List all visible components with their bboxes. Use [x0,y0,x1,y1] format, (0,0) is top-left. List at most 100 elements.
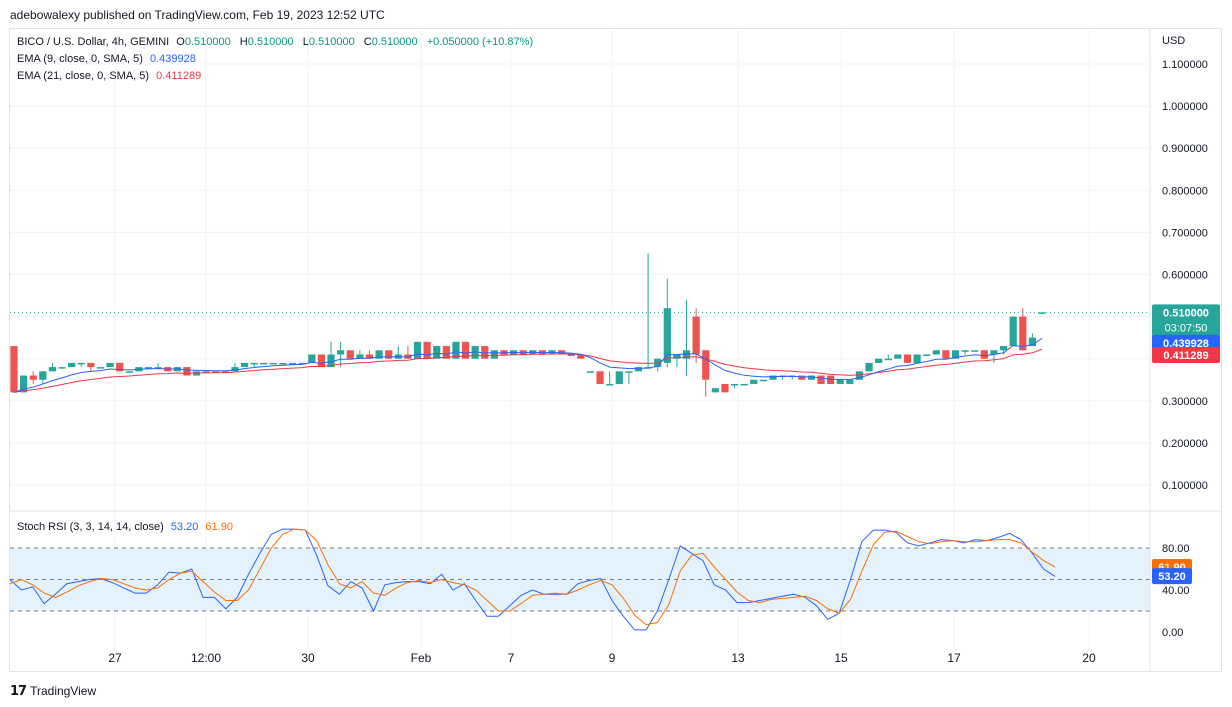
candle-body [116,362,124,372]
price-tick-label: 0.200000 [1162,438,1208,450]
candle-body [942,350,950,359]
time-tick-label: 30 [301,651,315,665]
price-pane [10,253,1150,397]
candle-body [865,362,873,372]
main-legend: BICO / U.S. Dollar, 4h, GEMINI O0.510000… [17,36,541,48]
time-tick-label: 12:00 [191,651,221,665]
candle-body [663,308,671,363]
candle-body [490,350,498,359]
candle-body [269,362,278,365]
candle-body [586,371,595,373]
candle-body [1028,337,1036,347]
price-tick-label: 0.800000 [1162,185,1208,197]
candle-body [173,367,181,372]
stoch-rsi-legend: Stoch RSI (3, 3, 14, 14, close) 53.20 61… [17,521,237,533]
time-tick-label: 9 [609,651,616,665]
price-tick-label: 0.300000 [1162,396,1208,408]
stoch-rsi-pane [9,528,1150,631]
last-price-badge: 0.510000 03:07:50 [1152,304,1220,337]
candle-body [106,362,114,368]
candle-body [606,383,614,386]
candle-body [961,350,969,352]
ema9-legend: EMA (9, close, 0, SMA, 5) 0.439928 [17,53,200,65]
tradingview-brand[interactable]: 𝟭𝟳 TradingView [10,683,96,699]
candle-body [634,367,643,372]
candle-body [596,371,604,384]
ema21-legend: EMA (21, close, 0, SMA, 5) 0.411289 [17,70,205,82]
change-value: +0.050000 (+10.87%) [426,36,534,48]
candle-body [10,346,18,393]
stoch-k-line [9,528,1056,631]
candle-body [240,362,249,368]
candle-body [327,354,335,368]
candle-body [317,354,326,368]
candle-body [221,371,229,373]
ema21-value: 0.411289 [156,70,202,82]
price-tick-label: 0.600000 [1162,270,1208,282]
candle-body [154,367,162,369]
candle-body [308,354,316,363]
candle-body [29,375,37,380]
chart-frame [9,28,1222,672]
candle-body [884,358,892,361]
rsi-tick-label: 40.00 [1162,585,1190,597]
tradingview-logo-icon: 𝟭𝟳 [10,683,27,698]
candle-body [615,371,623,384]
candle-body [87,362,95,368]
candle-body [212,371,220,373]
rsi-tick-label: 80.00 [1162,543,1190,555]
time-tick-label: 13 [731,651,745,665]
candle-body [413,341,422,359]
symbol-label: BICO / U.S. Dollar, 4h, GEMINI [17,36,170,48]
candle-body [48,367,57,372]
candle-body [951,350,960,359]
stoch-d-value: 61.90 [205,521,233,533]
candle-body [740,383,748,386]
stoch-rsi-label: Stoch RSI (3, 3, 14, 14, close) [17,521,164,533]
candle-body [375,350,383,359]
candle-body [279,362,287,365]
candle-body [894,354,902,359]
candle-body [125,371,133,373]
candle-body [365,354,374,359]
price-tick-label: 0.900000 [1162,143,1208,155]
candle-body [750,379,758,384]
candle-body [183,367,191,376]
ema21-label: EMA (21, close, 0, SMA, 5) [17,70,150,82]
last-price-badge-text: 0.510000 [1163,307,1209,319]
candle-body [461,341,470,359]
candle-body [144,367,153,369]
candle-body [692,316,700,355]
price-tick-label: 0.100000 [1162,480,1208,492]
candle-body [337,350,345,355]
candle-body [923,354,931,356]
candle-body [903,354,912,363]
candle-body [385,350,393,359]
candle-body [875,358,883,363]
high-value: 0.510000 [247,36,294,48]
candle-body [423,341,431,359]
candle-body [260,362,268,365]
ema9-line [13,337,1043,393]
candle-body [625,371,633,373]
ema21-badge-text: 0.411289 [1163,350,1208,362]
candle-body [990,350,998,355]
candle-body [96,367,105,369]
candle-body [846,379,854,384]
candle-body [298,362,306,365]
candle-body [39,371,47,380]
brand-name: TradingView [30,684,97,698]
candle-body [817,375,825,384]
price-tick-label: 1.100000 [1162,59,1208,71]
candle-body [855,371,864,380]
candle-body [77,362,85,365]
ema9-badge: 0.439928 [1152,334,1220,351]
candle-body [1038,312,1046,314]
candle-body [58,367,66,369]
candle-body [999,346,1008,351]
candle-body [1019,316,1027,351]
ema21-line [13,348,1043,393]
candle-body [500,350,508,355]
open-value: 0.510000 [184,36,231,48]
